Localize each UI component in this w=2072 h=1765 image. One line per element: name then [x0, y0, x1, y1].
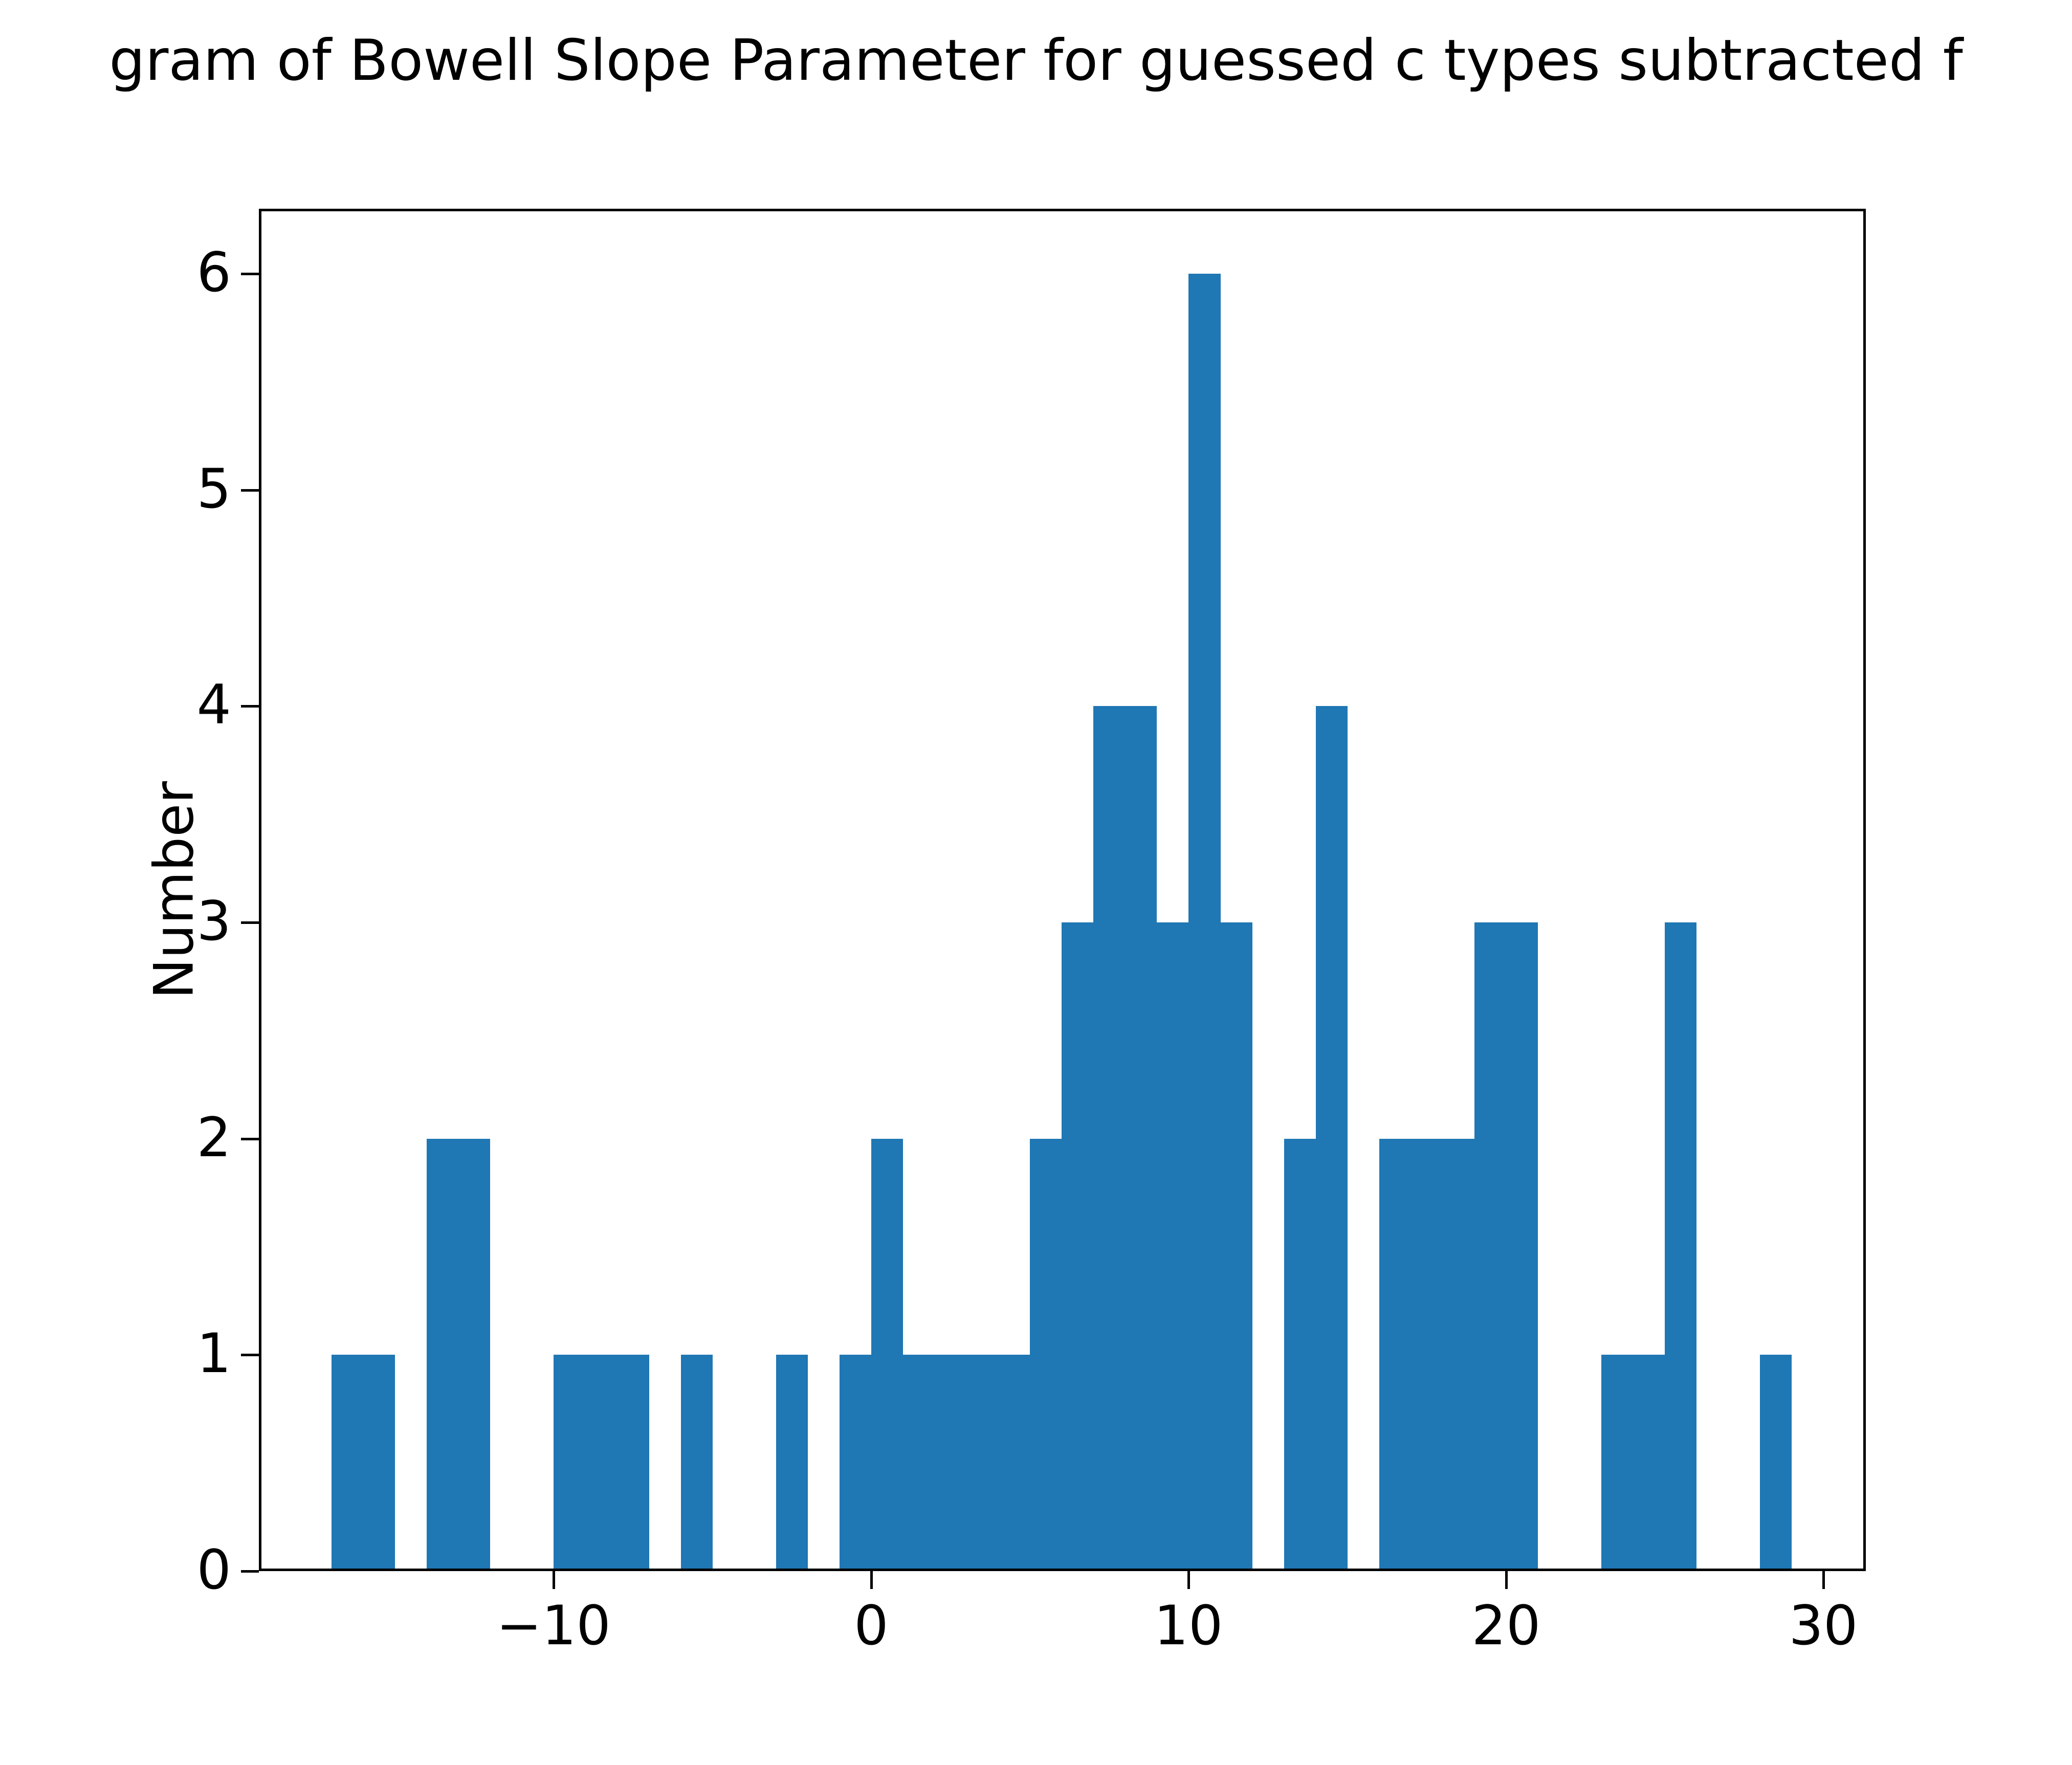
histogram-bar	[1188, 274, 1221, 1571]
histogram-bar	[458, 1139, 490, 1571]
histogram-bar	[776, 1355, 808, 1571]
x-axis-tick-label: 20	[1471, 1594, 1541, 1657]
histogram-bar	[1443, 1139, 1474, 1571]
histogram-bar	[840, 1355, 871, 1571]
histogram-bar	[1474, 922, 1506, 1571]
x-axis-tick	[870, 1571, 873, 1589]
histogram-bar	[1379, 1139, 1411, 1571]
histogram-bar	[935, 1355, 966, 1571]
x-axis-tick	[1505, 1571, 1508, 1589]
y-axis-tick-label: 4	[196, 673, 231, 736]
histogram-bar	[1411, 1139, 1443, 1571]
histogram-bar	[1221, 922, 1252, 1571]
histogram-bar	[871, 1139, 903, 1571]
histogram-bar	[966, 1355, 998, 1571]
histogram-bar	[1760, 1355, 1792, 1571]
histogram-bar	[1601, 1355, 1633, 1571]
histogram-bar	[681, 1355, 713, 1571]
x-axis-tick-label: 10	[1154, 1594, 1223, 1657]
histogram-bar	[1093, 706, 1125, 1571]
histogram-bar	[1030, 1139, 1062, 1571]
y-axis-tick	[241, 489, 259, 492]
histogram-bar	[586, 1355, 618, 1571]
histogram-bar	[998, 1355, 1030, 1571]
y-axis-tick	[241, 1354, 259, 1356]
y-axis-tick	[241, 921, 259, 924]
histogram-bar	[1316, 706, 1348, 1571]
histogram-bar	[1633, 1355, 1665, 1571]
y-axis-tick	[241, 1138, 259, 1140]
x-axis-tick	[553, 1571, 555, 1589]
y-axis-tick	[241, 705, 259, 708]
histogram-bar	[332, 1355, 363, 1571]
x-axis-tick	[1187, 1571, 1190, 1589]
y-axis-tick-label: 6	[196, 241, 231, 304]
x-axis-tick-label: 30	[1789, 1594, 1858, 1657]
histogram-bar	[363, 1355, 395, 1571]
histogram-bar	[1125, 706, 1157, 1571]
y-axis-tick-label: 0	[196, 1538, 231, 1601]
histogram-bar	[1284, 1139, 1316, 1571]
x-axis-tick-label: −10	[496, 1594, 611, 1657]
y-axis-tick-label: 2	[196, 1106, 231, 1169]
histogram-bar	[427, 1139, 458, 1571]
histogram-bar	[1157, 922, 1188, 1571]
histogram-bar	[1062, 922, 1093, 1571]
y-axis-tick	[241, 1570, 259, 1573]
x-axis-tick	[1822, 1571, 1825, 1589]
y-axis-tick-label: 5	[196, 457, 231, 520]
y-axis-tick	[241, 273, 259, 275]
x-axis-tick-label: 0	[854, 1594, 889, 1657]
histogram-bar	[1506, 922, 1538, 1571]
y-axis-tick-label: 3	[196, 890, 231, 953]
y-axis-tick-label: 1	[196, 1322, 231, 1385]
histogram-bar	[618, 1355, 649, 1571]
histogram-bar	[554, 1355, 586, 1571]
chart-title: gram of Bowell Slope Parameter for guess…	[109, 28, 1963, 94]
histogram-bar	[1665, 922, 1696, 1571]
histogram-bar	[903, 1355, 935, 1571]
